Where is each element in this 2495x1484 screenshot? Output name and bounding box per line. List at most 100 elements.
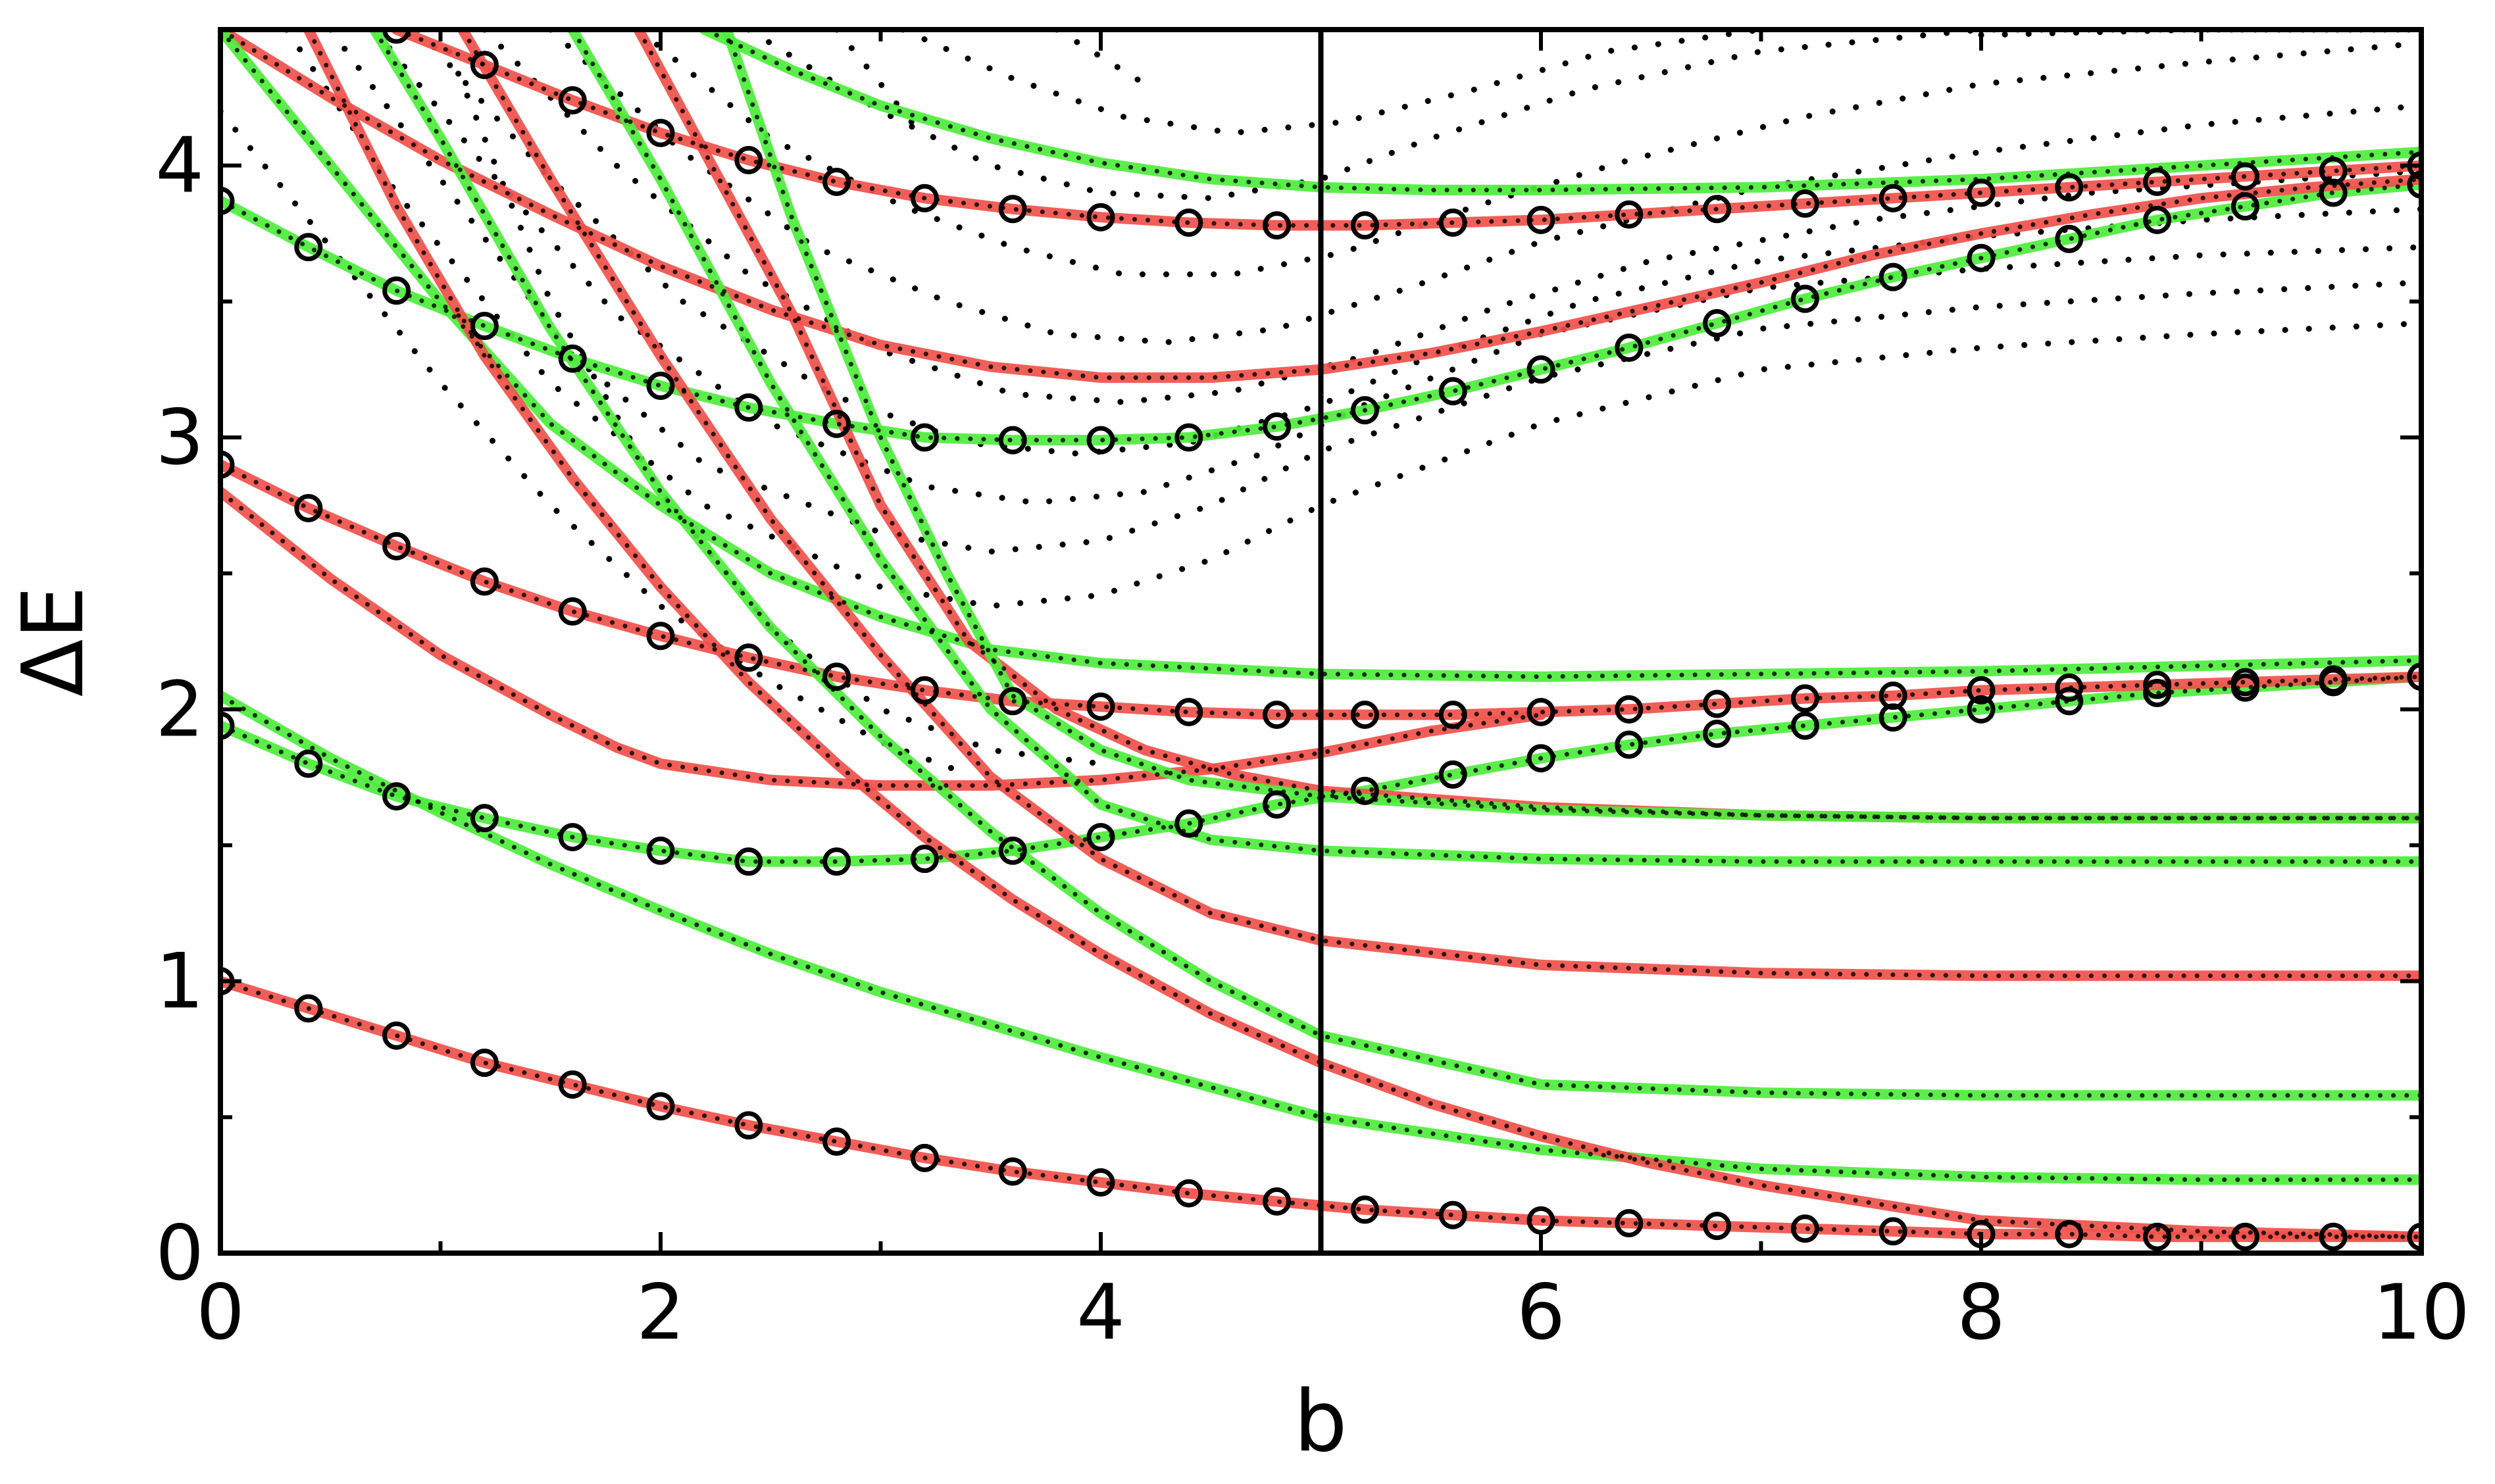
series-3-marker xyxy=(1350,396,1379,425)
series-0-marker xyxy=(1174,1179,1203,1208)
series-3-marker xyxy=(822,409,851,438)
series-0-marker xyxy=(1790,1214,1819,1243)
series-4-marker xyxy=(558,86,587,114)
series-2-marker xyxy=(1526,697,1555,726)
series-3-marker xyxy=(1263,412,1292,441)
series-2-marker xyxy=(1615,695,1644,724)
background-dotted-curve-9 xyxy=(220,108,972,778)
series-2-marker xyxy=(2055,673,2084,702)
series-0-marker xyxy=(822,1127,851,1156)
series-3-marker xyxy=(1086,426,1115,455)
series-0-marker xyxy=(470,1049,499,1077)
y-tick-label: 0 xyxy=(155,1209,204,1298)
series-3-marker xyxy=(2407,170,2421,199)
series-2-marker xyxy=(646,622,675,651)
series-2-marker xyxy=(910,676,939,705)
series-1-marker xyxy=(382,782,411,811)
series-2-marker xyxy=(822,662,851,691)
series-4-marker xyxy=(1703,195,1732,224)
series-dotted-overlay-2 xyxy=(220,462,2421,718)
series-1-marker xyxy=(1703,720,1732,749)
series-0-marker xyxy=(1350,1195,1379,1224)
plot-frame xyxy=(218,27,2424,1256)
background-dotted-curve-13 xyxy=(1978,30,2421,38)
series-4-marker xyxy=(1526,205,1555,234)
series-2-marker xyxy=(1438,701,1467,730)
x-axis-label: b xyxy=(1294,1373,1347,1471)
tick-labels: 0 2 4 6 8 10 0 1 2 3 4 xyxy=(155,122,2470,1357)
series-0-marker xyxy=(910,1143,939,1172)
series-2-marker xyxy=(1878,681,1907,710)
series-1-marker xyxy=(910,845,939,874)
series-0-marker xyxy=(1263,1187,1292,1216)
series-2-marker xyxy=(294,493,323,522)
series-3-marker xyxy=(220,186,235,215)
series-3-marker xyxy=(470,312,499,341)
series-0-marker xyxy=(2230,1222,2259,1251)
series-3-marker xyxy=(2055,224,2084,253)
series-3-marker xyxy=(1526,355,1555,384)
series-1-marker xyxy=(1263,790,1292,819)
background-dotted-curve-0 xyxy=(283,30,2421,609)
series-4-marker xyxy=(910,184,939,212)
series-0-marker xyxy=(294,994,323,1023)
series-1-marker xyxy=(470,804,499,833)
series-2-marker xyxy=(1086,692,1115,721)
series-0-marker xyxy=(558,1070,587,1099)
series-4-marker xyxy=(1086,203,1115,232)
series-3-marker xyxy=(1438,377,1467,406)
series-4-marker xyxy=(1174,208,1203,237)
series-4-marker xyxy=(1790,189,1819,218)
background-dotted-curve-11 xyxy=(834,30,928,141)
series-0-marker xyxy=(1438,1200,1467,1229)
y-axis-label: ΔE xyxy=(5,586,103,697)
series-4-marker xyxy=(2055,173,2084,202)
series-3-marker xyxy=(1790,284,1819,313)
series-3-marker xyxy=(734,393,763,422)
series-1-marker xyxy=(294,749,323,778)
series-dotted-overlay-4 xyxy=(394,30,2421,228)
series-1-marker xyxy=(1790,711,1819,740)
series-2-marker xyxy=(2407,662,2421,691)
series-4-marker xyxy=(1615,200,1644,229)
series-2-marker xyxy=(1967,676,1996,705)
series-dotted-overlay-layer xyxy=(220,30,2421,1239)
series-3-marker xyxy=(1967,243,1996,272)
series-0-marker xyxy=(734,1111,763,1140)
series-2-marker xyxy=(558,597,587,626)
series-1-marker xyxy=(1350,776,1379,805)
background-dotted-curve-1 xyxy=(327,30,2421,555)
series-2-marker xyxy=(1703,689,1732,718)
series-1-marker xyxy=(822,847,851,876)
series-2-marker xyxy=(382,532,411,560)
series-4-marker xyxy=(646,118,675,147)
series-4-marker xyxy=(2319,157,2348,186)
plot-area xyxy=(220,30,2421,1253)
series-1-marker xyxy=(1526,744,1555,773)
series-0-marker xyxy=(2319,1222,2348,1251)
y-tick-label: 2 xyxy=(155,665,204,754)
series-4-marker xyxy=(1263,211,1292,240)
series-0-marker xyxy=(1086,1168,1115,1197)
series-3-marker xyxy=(1174,423,1203,452)
series-2-marker xyxy=(2230,668,2259,697)
series-4-marker xyxy=(1967,178,1996,207)
series-2-marker xyxy=(1350,701,1379,730)
series-dotted-overlay-7 xyxy=(220,489,1544,788)
series-4-marker xyxy=(382,30,411,44)
series-3-marker xyxy=(646,371,675,400)
x-tick-label: 2 xyxy=(636,1268,685,1357)
series-dotted-overlay-13 xyxy=(570,30,2421,864)
series-2-marker xyxy=(1790,684,1819,713)
series-0-marker xyxy=(1878,1217,1907,1246)
x-tick-label: 10 xyxy=(2373,1268,2470,1357)
series-dotted-overlay-12 xyxy=(460,30,2421,978)
series-1-marker xyxy=(1438,760,1467,789)
series-0-marker xyxy=(1615,1209,1644,1238)
series-1-marker xyxy=(1967,695,1996,724)
series-4-marker xyxy=(822,167,851,196)
series-3-marker xyxy=(2143,205,2172,234)
series-3-marker xyxy=(2230,192,2259,221)
x-tick-label: 0 xyxy=(196,1268,245,1357)
